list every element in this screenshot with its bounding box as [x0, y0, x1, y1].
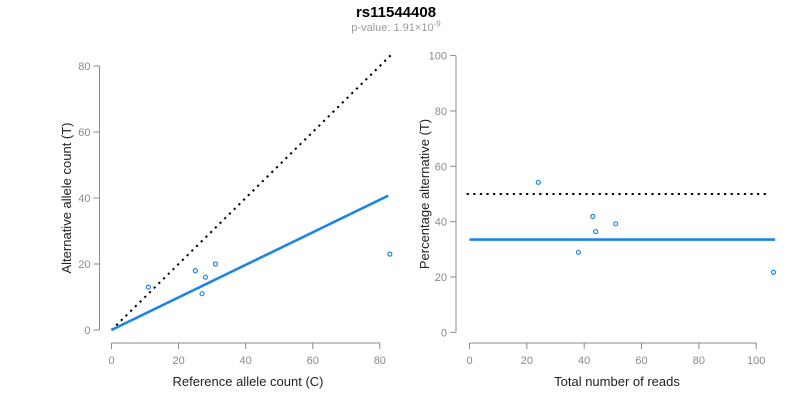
identity-line: [110, 53, 393, 331]
right-plot-y-axis-label: Percentage alternative (T): [417, 119, 432, 269]
data-point-marker: [535, 179, 541, 185]
left-plot-x-axis-label: Reference allele count (C): [172, 374, 323, 389]
y-tick-label: 20: [78, 259, 90, 271]
x-tick-label: 60: [307, 355, 319, 367]
y-tick-label: 20: [435, 272, 447, 284]
allele-count-scatter-panel: 0 20 40 60 80 0 20 40 60 80: [78, 53, 393, 367]
x-tick-label: 0: [108, 355, 114, 367]
y-tick-label: 60: [78, 127, 90, 139]
data-point-marker: [770, 269, 777, 275]
data-point-marker: [145, 284, 151, 290]
x-tick-label: 40: [578, 355, 590, 367]
y-tick-label: 0: [84, 325, 90, 337]
percentage-scatter-panel: 0 20 40 60 80 100 0 20 40 60 80 100: [429, 51, 777, 367]
x-tick-label: 60: [635, 355, 647, 367]
x-tick-label: 40: [240, 355, 252, 367]
x-tick-label: 20: [172, 355, 184, 367]
y-tick-label: 80: [78, 61, 90, 73]
x-tick-label: 80: [374, 355, 386, 367]
data-point-marker: [613, 221, 619, 227]
y-tick-label: 0: [441, 327, 447, 339]
x-tick-label: 0: [466, 355, 472, 367]
data-point-marker: [199, 291, 205, 297]
data-point-marker: [387, 251, 393, 257]
y-tick-label: 40: [435, 217, 447, 229]
data-point-marker: [192, 268, 198, 274]
data-point-marker: [575, 249, 582, 255]
y-tick-label: 100: [429, 51, 447, 63]
y-tick-label: 80: [435, 106, 447, 118]
data-point-marker: [593, 228, 599, 235]
left-plot-y-axis-label: Alternative allele count (T): [59, 122, 74, 273]
y-tick-label: 40: [78, 193, 90, 205]
x-tick-label: 100: [747, 355, 765, 367]
data-point-marker: [202, 274, 209, 280]
y-tick-label: 60: [435, 161, 447, 173]
x-tick-label: 20: [521, 355, 533, 367]
x-tick-label: 80: [693, 355, 705, 367]
right-plot-x-axis-label: Total number of reads: [554, 374, 680, 389]
regression-line: [110, 194, 389, 332]
data-point-marker: [212, 261, 219, 267]
data-point-marker: [590, 213, 596, 219]
